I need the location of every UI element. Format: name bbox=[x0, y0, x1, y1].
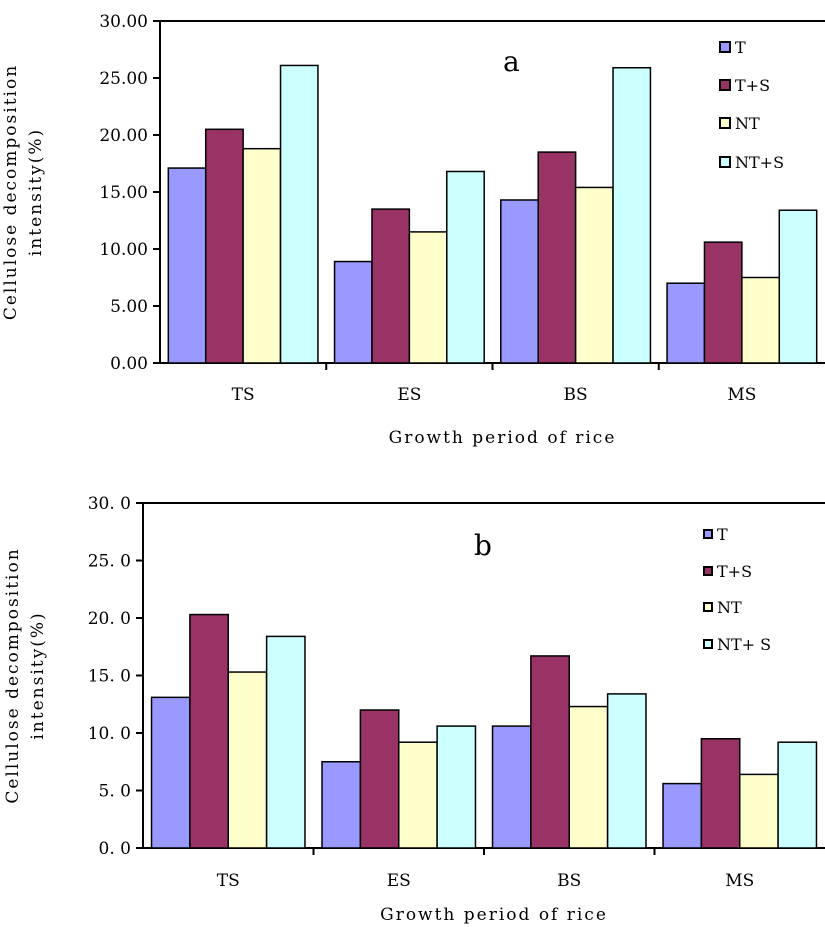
bar-es-2 bbox=[408, 231, 448, 364]
y-tick-label: 10.00 bbox=[99, 240, 148, 260]
bar-ts-0 bbox=[150, 696, 191, 849]
bar-bs-3 bbox=[606, 693, 647, 849]
bar-bs-3 bbox=[612, 66, 652, 364]
legend-label: NT+ S bbox=[717, 635, 771, 654]
bar-es-0 bbox=[321, 761, 362, 849]
bar-bs-1 bbox=[537, 151, 577, 364]
x-tick-label: ES bbox=[387, 871, 411, 891]
chart-a-legend: T T+S NT NT+S bbox=[719, 38, 784, 172]
chart-a-bars bbox=[167, 64, 818, 364]
bar-es-1 bbox=[359, 709, 400, 849]
chart-a-y-ticks: 0.00 5.00 10.00 15.00 20.00 25.00 30.00 bbox=[99, 12, 160, 374]
bar-es-1 bbox=[371, 208, 411, 364]
legend-label: T bbox=[717, 525, 728, 544]
bar-bs-0 bbox=[500, 199, 539, 364]
bar-ms-2 bbox=[741, 276, 781, 364]
x-tick-label: ES bbox=[397, 385, 421, 405]
chart-b-y-axis-label-line2: intensity(%) bbox=[28, 611, 48, 739]
legend-swatch bbox=[703, 566, 713, 576]
y-tick-label: 25.00 bbox=[99, 69, 148, 89]
bar-ms-3 bbox=[777, 741, 818, 849]
legend-swatch bbox=[719, 156, 731, 168]
chart-b-bars bbox=[150, 613, 818, 849]
y-tick-label: 20.00 bbox=[99, 126, 148, 146]
legend-swatch bbox=[703, 529, 713, 539]
y-tick-label: 5.00 bbox=[110, 297, 148, 317]
y-tick-label: 0. 0 bbox=[99, 839, 131, 859]
bar-es-3 bbox=[436, 725, 477, 849]
y-tick-label: 20. 0 bbox=[88, 609, 131, 629]
x-tick-label: BS bbox=[557, 871, 581, 891]
bar-ts-2 bbox=[242, 147, 282, 364]
bar-ts-3 bbox=[265, 635, 306, 849]
x-tick-label: BS bbox=[564, 385, 588, 405]
bar-ts-0 bbox=[167, 167, 207, 364]
bar-bs-1 bbox=[530, 655, 571, 849]
bar-es-2 bbox=[398, 741, 438, 849]
x-tick-label: MS bbox=[727, 385, 756, 405]
chart-a-panel-label: a bbox=[503, 45, 520, 78]
chart-panel-a: 0.00 5.00 10.00 15.00 20.00 25.00 30.00 TS ES BS… bbox=[1, 12, 825, 448]
bar-es-0 bbox=[333, 260, 373, 364]
chart-a-y-axis-label-line1: Cellulose decomposition bbox=[1, 64, 21, 320]
legend-label: T bbox=[735, 38, 746, 57]
y-tick-label: 15.00 bbox=[99, 183, 148, 203]
legend-swatch bbox=[719, 117, 731, 129]
bar-ms-1 bbox=[700, 738, 741, 849]
chart-panel-b: 0. 0 5. 0 10. 0 15. 0 20. 0 25. 0 30. 0 TS ES BS… bbox=[3, 494, 825, 925]
legend-label: T+S bbox=[735, 76, 770, 95]
legend-label: NT+S bbox=[735, 153, 784, 172]
bar-ts-2 bbox=[227, 671, 268, 849]
legend-swatch bbox=[703, 639, 713, 649]
y-tick-label: 15. 0 bbox=[88, 667, 131, 687]
chart-b-y-ticks: 0. 0 5. 0 10. 0 15. 0 20. 0 25. 0 30. 0 bbox=[88, 494, 143, 859]
chart-a-categories: TS ES BS MS bbox=[232, 363, 756, 405]
y-tick-label: 0.00 bbox=[110, 354, 148, 374]
bar-ms-0 bbox=[662, 782, 703, 849]
chart-b-legend: T T+S NT NT+ S bbox=[703, 525, 771, 654]
legend-label: NT bbox=[735, 114, 760, 133]
x-tick-label: TS bbox=[217, 871, 240, 891]
y-tick-label: 5. 0 bbox=[99, 782, 131, 802]
chart-b-panel-label: b bbox=[474, 529, 492, 562]
bar-ms-2 bbox=[739, 773, 779, 849]
bar-ms-1 bbox=[703, 241, 743, 364]
bar-es-3 bbox=[446, 170, 485, 364]
y-tick-label: 25. 0 bbox=[88, 552, 131, 572]
legend-label: T+S bbox=[717, 562, 752, 581]
legend-swatch bbox=[719, 41, 731, 53]
bar-bs-2 bbox=[574, 186, 614, 364]
bar-ms-3 bbox=[778, 209, 818, 364]
y-tick-label: 30.00 bbox=[99, 12, 148, 32]
chart-b-categories: TS ES BS MS bbox=[217, 848, 754, 891]
bar-bs-0 bbox=[491, 725, 532, 849]
bar-ts-1 bbox=[189, 613, 229, 849]
x-tick-label: MS bbox=[725, 871, 754, 891]
chart-a-y-axis-label-line2: intensity(%) bbox=[26, 128, 46, 256]
y-tick-label: 10. 0 bbox=[88, 724, 131, 744]
bar-ts-3 bbox=[279, 64, 319, 364]
legend-swatch bbox=[703, 602, 713, 612]
bar-ts-1 bbox=[204, 128, 244, 364]
bar-bs-2 bbox=[568, 705, 609, 849]
chart-b-y-axis-label-line1: Cellulose decomposition bbox=[3, 547, 23, 803]
legend-swatch bbox=[719, 79, 731, 91]
legend-label: NT bbox=[717, 598, 742, 617]
bar-ms-0 bbox=[666, 282, 706, 364]
x-tick-label: TS bbox=[232, 385, 255, 405]
chart-b-x-axis-label: Growth period of rice bbox=[380, 905, 608, 925]
chart-a-x-axis-label: Growth period of rice bbox=[389, 428, 617, 448]
y-tick-label: 30. 0 bbox=[88, 494, 131, 514]
